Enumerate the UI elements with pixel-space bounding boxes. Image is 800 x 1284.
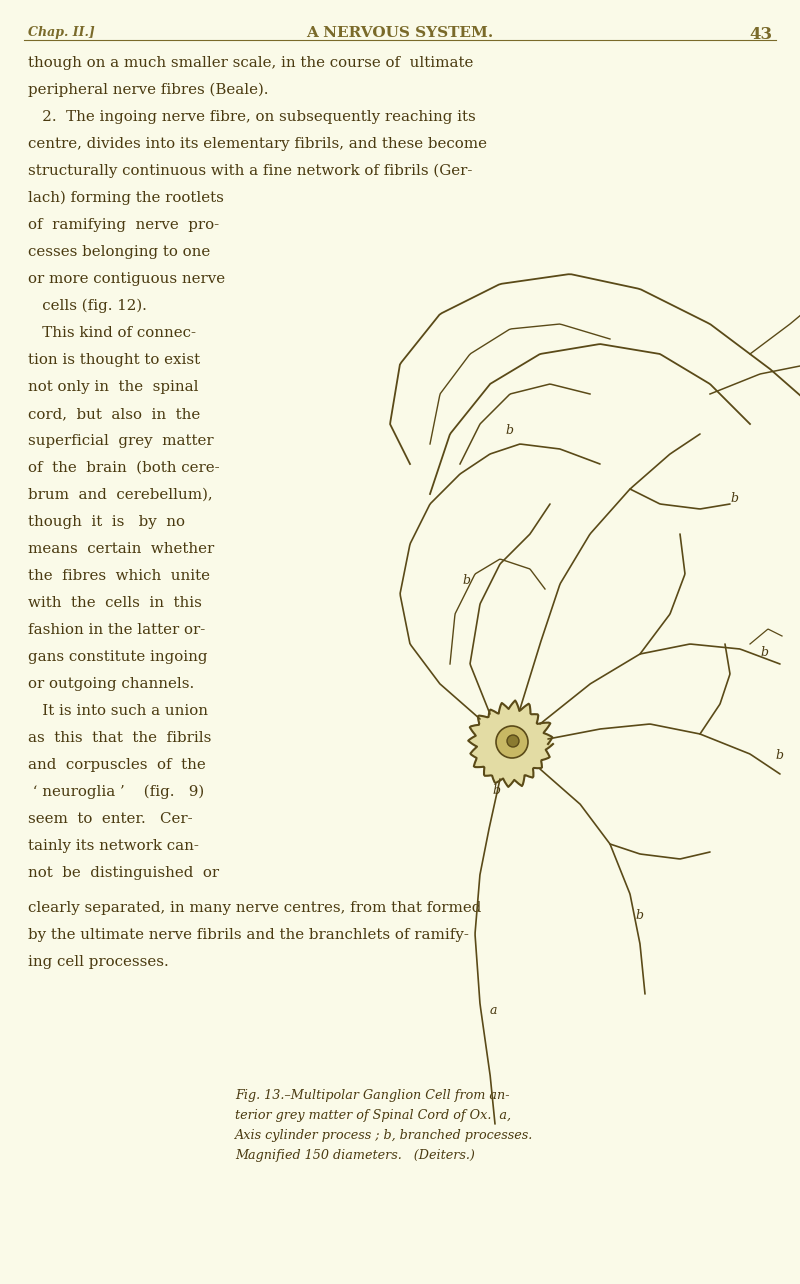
Text: This kind of connec-: This kind of connec- [28, 326, 196, 340]
Text: not only in  the  spinal: not only in the spinal [28, 380, 198, 394]
Polygon shape [468, 701, 553, 787]
Text: the  fibres  which  unite: the fibres which unite [28, 569, 210, 583]
Text: terior grey matter of Spinal Cord of Ox.  a,: terior grey matter of Spinal Cord of Ox.… [235, 1109, 511, 1122]
Circle shape [496, 725, 528, 758]
Text: cord,  but  also  in  the: cord, but also in the [28, 407, 200, 421]
Text: as  this  that  the  fibrils: as this that the fibrils [28, 731, 211, 745]
Text: cesses belonging to one: cesses belonging to one [28, 245, 210, 259]
Text: not  be  distinguished  or: not be distinguished or [28, 865, 219, 880]
Text: clearly separated, in many nerve centres, from that formed: clearly separated, in many nerve centres… [28, 901, 482, 915]
Text: with  the  cells  in  this: with the cells in this [28, 596, 202, 610]
Text: b: b [505, 424, 513, 437]
Text: by the ultimate nerve fibrils and the branchlets of ramify-: by the ultimate nerve fibrils and the br… [28, 928, 469, 942]
Text: Fig. 13.–Multipolar Ganglion Cell from an-: Fig. 13.–Multipolar Ganglion Cell from a… [235, 1089, 510, 1102]
Text: Magnified 150 diameters.   (Deiters.): Magnified 150 diameters. (Deiters.) [235, 1149, 475, 1162]
Text: though on a much smaller scale, in the course of  ultimate: though on a much smaller scale, in the c… [28, 56, 474, 71]
Text: a: a [490, 1004, 498, 1017]
Text: Chap. II.]: Chap. II.] [28, 26, 94, 39]
Text: b: b [462, 574, 470, 587]
Text: tainly its network can-: tainly its network can- [28, 838, 199, 853]
Text: b: b [760, 646, 768, 659]
Text: or outgoing channels.: or outgoing channels. [28, 677, 194, 691]
Text: of  the  brain  (both cere-: of the brain (both cere- [28, 461, 220, 475]
Text: peripheral nerve fibres (Beale).: peripheral nerve fibres (Beale). [28, 83, 269, 98]
Text: A NERVOUS SYSTEM.: A NERVOUS SYSTEM. [306, 26, 494, 40]
Text: though  it  is   by  no: though it is by no [28, 515, 185, 529]
Text: and  corpuscles  of  the: and corpuscles of the [28, 758, 206, 772]
Text: ‘ neuroglia ’    (fig.   9): ‘ neuroglia ’ (fig. 9) [28, 785, 204, 800]
Text: brum  and  cerebellum),: brum and cerebellum), [28, 488, 213, 502]
Text: b: b [492, 785, 500, 797]
Text: tion is thought to exist: tion is thought to exist [28, 353, 200, 367]
Text: superficial  grey  matter: superficial grey matter [28, 434, 214, 448]
Text: b: b [730, 492, 738, 505]
Text: cells (fig. 12).: cells (fig. 12). [28, 299, 147, 313]
Text: Axis cylinder process ; b, branched processes.: Axis cylinder process ; b, branched proc… [235, 1129, 534, 1141]
Text: It is into such a union: It is into such a union [28, 704, 208, 718]
Text: 43: 43 [749, 26, 772, 42]
Text: b: b [775, 749, 783, 761]
Text: ing cell processes.: ing cell processes. [28, 955, 169, 969]
Circle shape [507, 734, 519, 747]
Text: structurally continuous with a fine network of fibrils (Ger-: structurally continuous with a fine netw… [28, 164, 472, 178]
Text: means  certain  whether: means certain whether [28, 542, 214, 556]
Text: lach) forming the rootlets: lach) forming the rootlets [28, 191, 224, 205]
Text: fashion in the latter or-: fashion in the latter or- [28, 623, 206, 637]
Text: or more contiguous nerve: or more contiguous nerve [28, 272, 225, 286]
Text: b: b [635, 909, 643, 922]
Text: 2.  The ingoing nerve fibre, on subsequently reaching its: 2. The ingoing nerve fibre, on subsequen… [28, 110, 476, 125]
Text: seem  to  enter.   Cer-: seem to enter. Cer- [28, 811, 193, 826]
Text: of  ramifying  nerve  pro-: of ramifying nerve pro- [28, 218, 219, 232]
Text: centre, divides into its elementary fibrils, and these become: centre, divides into its elementary fibr… [28, 137, 487, 152]
Text: gans constitute ingoing: gans constitute ingoing [28, 650, 207, 664]
